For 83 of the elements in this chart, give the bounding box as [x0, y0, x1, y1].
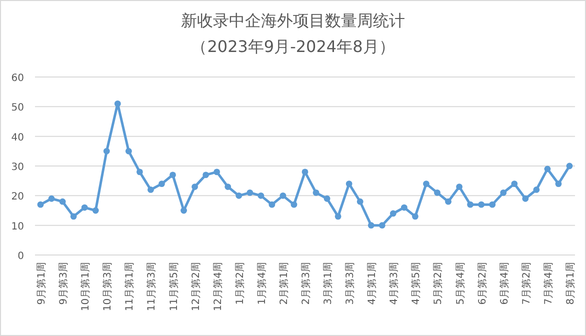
x-tick-label: 12月第2周: [190, 262, 202, 312]
x-tick-label: 1月第2周: [234, 262, 246, 305]
point: [544, 166, 551, 172]
point: [180, 207, 187, 214]
point: [467, 201, 474, 208]
y-tick-label: 50: [11, 102, 24, 114]
point: [334, 213, 342, 220]
point: [258, 192, 264, 199]
x-tick-label: 7月第4周: [542, 262, 554, 305]
point: [445, 198, 452, 205]
point: [478, 201, 485, 208]
point: [59, 198, 66, 205]
x-tick-label: 4月第5周: [410, 262, 422, 305]
point: [302, 168, 308, 176]
chart-subtitle: （2023年9月-2024年8月）: [191, 37, 395, 56]
x-tick-label: 9月第3周: [58, 262, 70, 305]
point: [114, 100, 121, 107]
point: [158, 180, 165, 187]
point: [290, 201, 298, 208]
point: [346, 180, 352, 187]
point: [511, 180, 518, 187]
point: [489, 201, 496, 208]
x-tick-label: 5月第4周: [454, 262, 466, 305]
x-tick-label: 3月第1周: [322, 262, 334, 305]
y-tick-label: 60: [11, 73, 24, 84]
point: [125, 148, 132, 154]
point: [312, 190, 320, 196]
point: [500, 190, 507, 196]
y-tick-label: 0: [18, 251, 24, 262]
point: [412, 213, 418, 220]
x-tick-label: 9月第1周: [36, 262, 48, 305]
point: [280, 192, 286, 199]
point: [37, 201, 44, 208]
point: [81, 204, 88, 211]
point: [268, 201, 276, 208]
point: [136, 168, 143, 176]
x-tick-label: 10月第3周: [102, 262, 114, 312]
point: [192, 184, 198, 190]
point: [170, 172, 176, 178]
point: [246, 190, 254, 196]
point: [378, 222, 386, 229]
x-tick-label: 2月第1周: [278, 262, 290, 305]
point: [224, 184, 232, 190]
x-tick-label: 11月第3周: [146, 262, 158, 312]
point: [214, 168, 220, 176]
x-tick-label: 1月第4周: [256, 262, 268, 305]
y-tick-label: 40: [11, 132, 24, 144]
y-tick-label: 10: [11, 221, 24, 232]
point: [400, 204, 408, 211]
point: [456, 184, 462, 190]
point: [70, 213, 77, 220]
point: [566, 162, 573, 170]
y-tick-label: 20: [11, 192, 24, 203]
x-tick-label: 8月第1周: [564, 262, 576, 305]
x-tick-label: 4月第1周: [366, 262, 378, 305]
point: [533, 186, 540, 193]
chart-title: 新收录中企海外项目数量周统计: [181, 11, 405, 30]
point: [434, 190, 440, 196]
point: [103, 148, 110, 154]
point: [390, 210, 396, 217]
point: [236, 192, 242, 199]
point: [48, 195, 55, 202]
point: [148, 186, 154, 193]
point: [555, 180, 562, 187]
x-tick-label: 10月第1周: [80, 262, 92, 312]
y-tick-label: 30: [11, 162, 24, 173]
x-tick-label: 4月第3周: [388, 262, 400, 305]
point: [522, 195, 529, 202]
point: [356, 198, 364, 205]
point: [324, 195, 330, 202]
point: [92, 207, 99, 214]
x-tick-label: 2月第3周: [300, 262, 312, 305]
x-tick-label: 6月第2周: [476, 262, 488, 305]
x-tick-label: 11月第1周: [124, 262, 136, 312]
point: [423, 180, 430, 187]
x-tick-label: 6月第4周: [498, 262, 510, 305]
point: [202, 172, 210, 178]
x-tick-label: 5月第2周: [432, 262, 444, 305]
point: [368, 222, 374, 229]
x-tick-label: 11月第5周: [168, 262, 180, 312]
x-tick-label: 7月第2周: [520, 262, 532, 305]
x-tick-label: 3月第3周: [344, 262, 356, 305]
x-tick-label: 12月第4周: [212, 262, 224, 312]
